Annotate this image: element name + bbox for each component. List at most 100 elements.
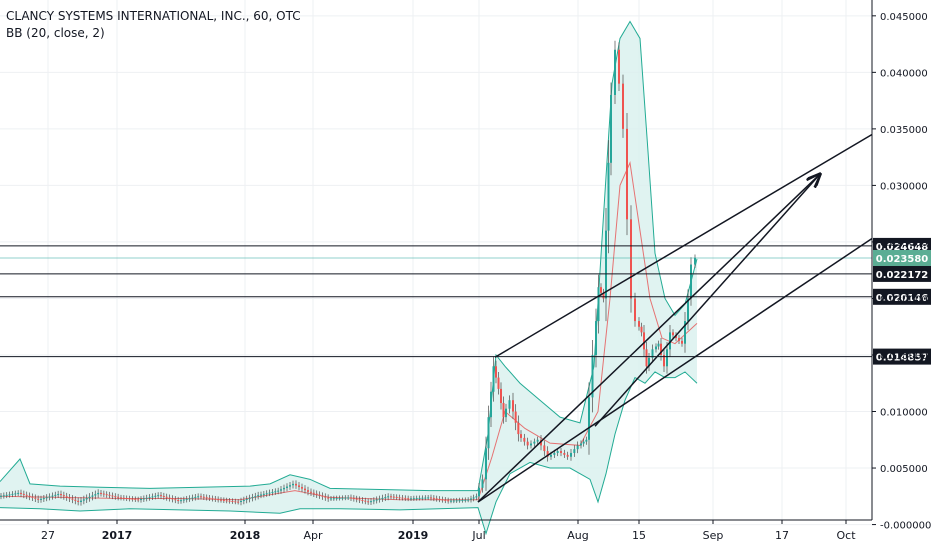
candle-body	[31, 496, 34, 498]
x-tick-label: 15	[632, 529, 646, 542]
level-price-tag	[873, 348, 931, 365]
candle-body	[327, 497, 330, 499]
candle-body	[672, 332, 674, 336]
candle-body	[435, 498, 438, 500]
candle-body	[102, 493, 105, 495]
candle-body	[546, 451, 549, 457]
candle-body	[645, 349, 648, 367]
candle-body	[424, 497, 427, 499]
candle-body	[595, 321, 597, 355]
candle-body	[185, 498, 188, 500]
y-tick-label: 0.020000	[880, 294, 928, 305]
candle-body	[0, 495, 2, 497]
candle-body	[614, 49, 616, 95]
candle-body	[128, 498, 131, 500]
candle-body	[421, 497, 424, 499]
candle-body	[231, 500, 234, 502]
candle-body	[214, 498, 217, 500]
candle-body	[597, 287, 600, 322]
candle-body	[131, 498, 134, 500]
x-tick-label: Sep	[703, 529, 724, 542]
candle-body	[580, 443, 582, 446]
bb-basis-line	[0, 161, 698, 501]
candle-body	[197, 496, 200, 498]
candle-body	[262, 493, 265, 495]
candle-body	[208, 497, 211, 499]
candle-body	[120, 497, 122, 499]
candle-body	[8, 494, 11, 496]
candle-body	[234, 501, 237, 503]
candle-body	[65, 496, 68, 498]
candle-body	[108, 494, 111, 496]
candle-body	[157, 495, 160, 497]
candle-body	[68, 497, 71, 499]
candle-body	[142, 498, 145, 500]
candle-body	[418, 497, 421, 499]
candle-body	[684, 321, 686, 344]
candle-body	[77, 500, 80, 502]
candle-body	[404, 497, 407, 499]
candle-body	[307, 490, 309, 492]
candle-body	[536, 439, 539, 442]
y-tick-label: 0.030000	[880, 181, 928, 192]
candle-body	[472, 497, 475, 499]
candle-body	[455, 500, 458, 502]
candle-body	[410, 498, 412, 500]
candle-body	[657, 343, 660, 347]
level-price-label: 0.024648	[876, 242, 929, 253]
candle-body	[485, 448, 487, 480]
candle-body	[390, 496, 392, 498]
candle-body	[145, 497, 148, 499]
candle-body	[251, 497, 254, 499]
candle-body	[663, 354, 665, 367]
candle-body	[412, 498, 415, 500]
candle-body	[274, 491, 277, 493]
indicator-label: BB (20, close, 2)	[6, 26, 105, 40]
candle-body	[200, 496, 202, 498]
candle-body	[694, 257, 696, 265]
candle-body	[669, 332, 671, 350]
candle-body	[347, 497, 350, 499]
candle-body	[271, 491, 274, 493]
candle-body	[610, 94, 612, 163]
candle-body	[301, 487, 303, 489]
candle-body	[177, 500, 180, 502]
candle-body	[470, 498, 472, 500]
candle-body	[254, 496, 257, 498]
candle-body	[350, 497, 352, 499]
candle-body	[556, 451, 559, 453]
candle-body	[54, 494, 57, 496]
candle-body	[57, 494, 60, 496]
candle-body	[585, 439, 588, 442]
x-tick-label: Aug	[567, 529, 588, 542]
y-tick-label: 0.015000	[880, 351, 928, 362]
candle-body	[5, 494, 8, 496]
candle-body	[514, 411, 517, 423]
trend-line-arrow-long[interactable]	[477, 174, 820, 503]
candle-body	[182, 499, 185, 501]
candle-body	[626, 128, 628, 220]
candle-body	[481, 479, 484, 488]
candle-body	[42, 498, 45, 500]
candle-body	[517, 422, 520, 435]
candle-body	[265, 493, 268, 495]
candle-body	[560, 451, 562, 453]
candle-body	[602, 292, 605, 299]
candle-body	[242, 500, 245, 502]
candle-body	[151, 496, 154, 498]
candle-body	[277, 490, 280, 492]
candle-body	[341, 497, 344, 499]
candle-body	[600, 287, 602, 293]
candle-body	[91, 495, 94, 497]
candle-body	[134, 499, 137, 501]
candle-body	[330, 498, 332, 500]
candle-body	[563, 452, 566, 455]
candle-body	[398, 497, 401, 499]
trend-line-arrow-to-mid[interactable]	[594, 174, 820, 427]
trend-line-lower-channel[interactable]	[477, 237, 873, 503]
level-price-label: 0.020146	[876, 293, 929, 304]
x-tick-label: 2017	[102, 529, 133, 542]
